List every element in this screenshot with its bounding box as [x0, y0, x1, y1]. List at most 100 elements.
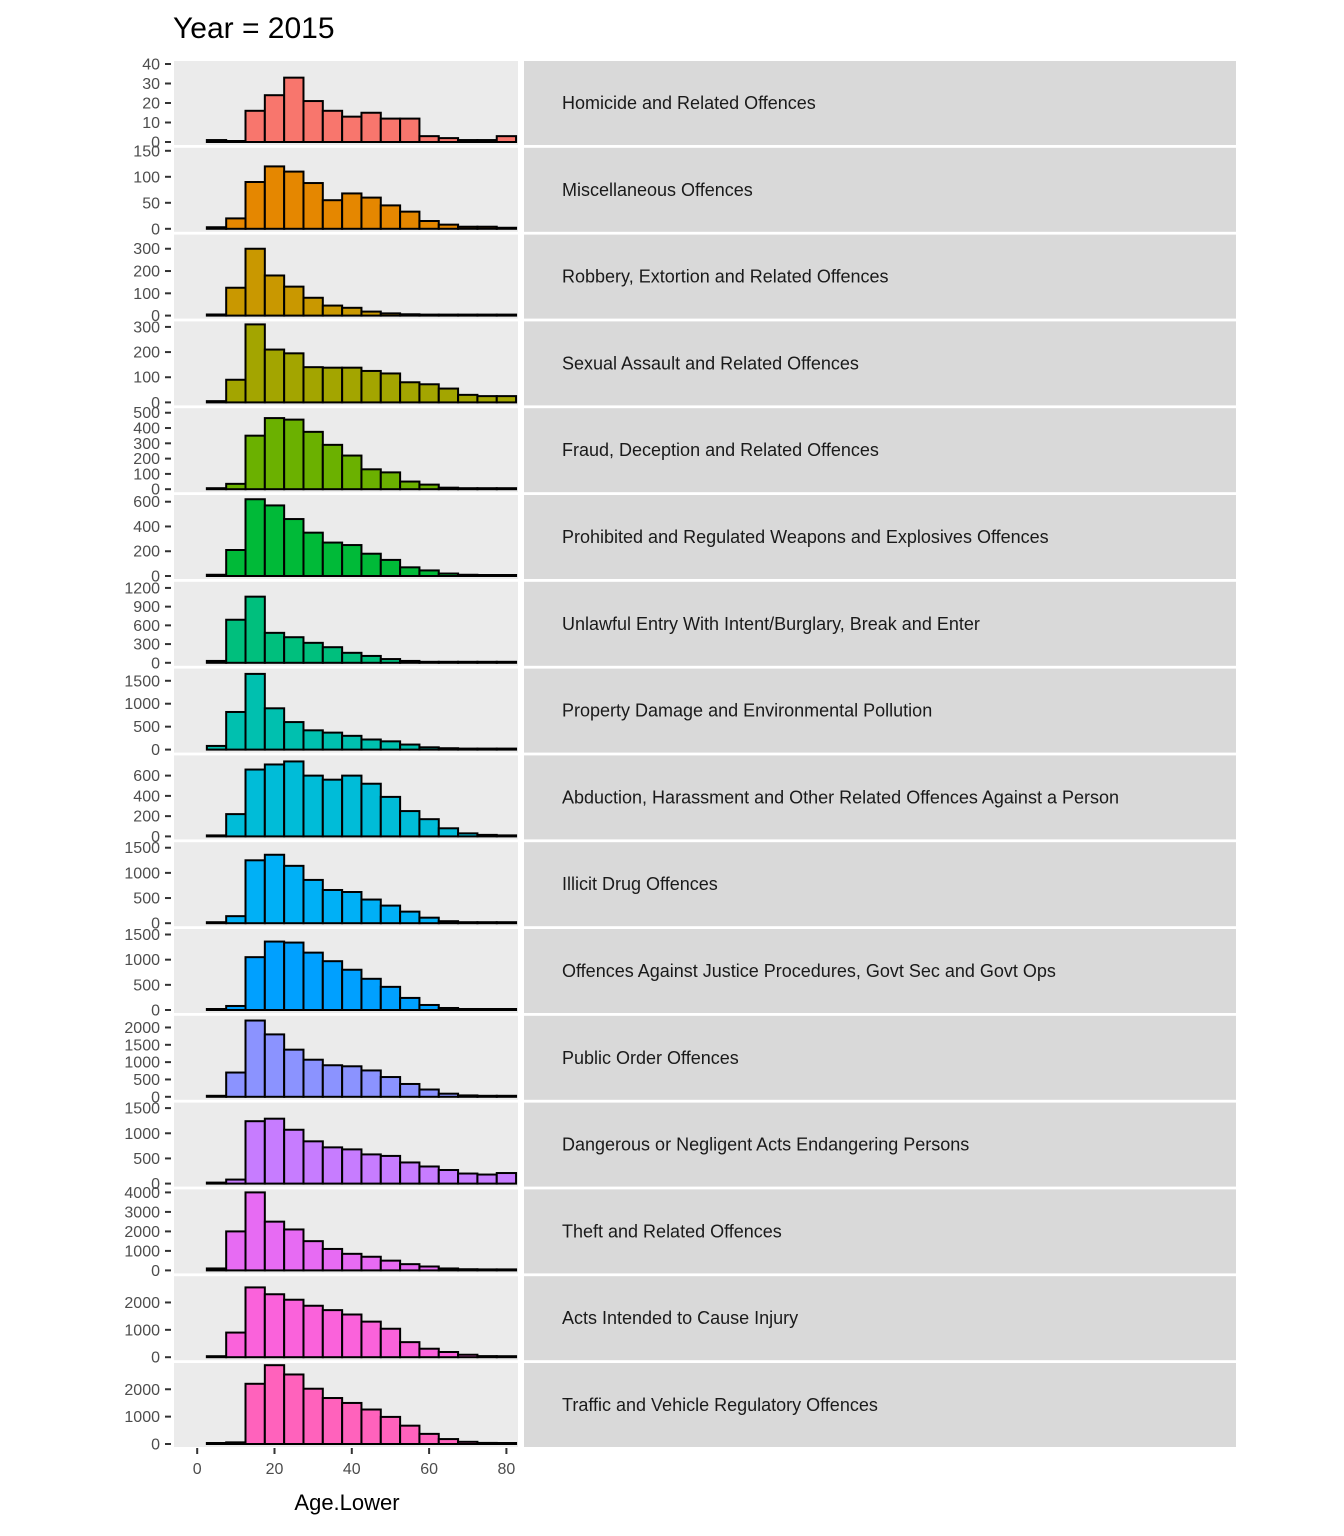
histogram-bar: [360, 310, 382, 317]
x-tick-label: 40: [343, 1461, 361, 1478]
histogram-bar: [321, 1397, 344, 1445]
histogram-bar: [205, 313, 228, 317]
y-tick-label: 500: [133, 405, 160, 422]
histogram-bar: [457, 660, 479, 664]
histogram-bar: [418, 383, 440, 404]
histogram-bar: [225, 1004, 247, 1011]
y-tick-label: 3000: [124, 1204, 160, 1221]
histogram-bar: [341, 774, 363, 838]
histogram-bar: [379, 204, 402, 230]
y-tick-label: 1000: [124, 1126, 160, 1143]
y-tick-label: 0: [151, 1437, 160, 1454]
histogram-bar: [495, 1442, 518, 1445]
histogram-bar: [399, 810, 421, 838]
facet-strip: [524, 842, 1236, 927]
x-axis: 0 20 40 60 80: [193, 1448, 515, 1478]
y-tick-label: 300: [133, 319, 160, 336]
histogram-bar: [360, 782, 382, 838]
y-tick-label: 500: [133, 1072, 160, 1089]
histogram-bar: [283, 170, 305, 230]
histogram-bar: [302, 878, 324, 925]
histogram-bar: [457, 139, 479, 144]
histogram-bar: [399, 659, 421, 664]
x-tick-label: 20: [266, 1461, 284, 1478]
histogram-bar: [205, 226, 228, 230]
facet-strip-label: Traffic and Vehicle Regulatory Offences: [562, 1395, 878, 1415]
histogram-bar: [225, 549, 247, 577]
histogram-bar: [205, 1094, 228, 1098]
y-tick-label: 0: [151, 308, 160, 325]
histogram-bar: [244, 859, 266, 925]
y-tick-label: 500: [133, 891, 160, 908]
histogram-bar: [476, 395, 498, 404]
histogram-bar: [399, 996, 421, 1012]
histogram-bar: [302, 100, 324, 144]
histogram-bar: [283, 1228, 305, 1272]
histogram-bar: [399, 743, 421, 751]
histogram-bar: [476, 1173, 498, 1185]
histogram-bar: [418, 916, 440, 925]
y-tick-label: 150: [133, 143, 160, 160]
histogram-bar: [379, 1154, 402, 1185]
facet-panel: Robbery, Extortion and Related Offences 0…: [133, 234, 1236, 325]
y-tick-label: 600: [133, 494, 160, 511]
histogram-bar: [302, 366, 324, 404]
histogram-bar: [302, 1058, 324, 1098]
y-tick-label: 0: [151, 569, 160, 586]
histogram-bar: [495, 1094, 518, 1098]
y-tick-label: 0: [151, 135, 160, 152]
facet-panel: Unlawful Entry With Intent/Burglary, Bre…: [124, 580, 1236, 672]
histogram-bar: [360, 111, 382, 143]
facet-panel: Illicit Drug Offences 0 500 1000 1500: [124, 840, 1236, 933]
y-tick-label: 1500: [124, 673, 160, 690]
histogram-bar: [437, 1438, 460, 1446]
histogram-bar: [225, 217, 247, 230]
histogram-bar: [457, 1007, 479, 1011]
histogram-bar: [379, 372, 402, 404]
histogram-bar: [418, 1003, 440, 1011]
y-tick-label: 4000: [124, 1185, 160, 1202]
histogram-bar: [302, 182, 324, 230]
histogram-bar: [263, 763, 286, 838]
histogram-bar: [341, 1401, 363, 1446]
y-tick-label: 1000: [124, 1055, 160, 1072]
histogram-bar: [457, 1172, 479, 1185]
facet-strip: [524, 234, 1236, 319]
histogram-bar: [437, 387, 460, 404]
histogram-bar: [399, 117, 421, 143]
histogram-bar: [476, 747, 498, 751]
histogram-bar: [495, 834, 518, 838]
histogram-bar: [476, 313, 498, 317]
histogram-bar: [418, 220, 440, 230]
histogram-bar: [360, 738, 382, 751]
histogram-bar: [457, 573, 479, 577]
histogram-bar: [244, 181, 266, 230]
histogram-bar: [283, 285, 305, 317]
histogram-bar: [321, 304, 344, 317]
histogram-bar: [263, 165, 286, 230]
histogram-bar: [437, 1092, 460, 1098]
histogram-bar: [321, 1309, 344, 1359]
y-tick-label: 50: [142, 195, 160, 212]
histogram-bar: [341, 734, 363, 751]
facet-panel: Dangerous or Negligent Acts Endangering …: [124, 1101, 1236, 1193]
y-tick-label: 10: [142, 115, 160, 132]
y-tick-label: 1000: [124, 952, 160, 969]
histogram-bar: [263, 417, 286, 491]
histogram-bar: [379, 740, 402, 751]
histogram-bar: [283, 760, 305, 838]
y-tick-label: 1200: [124, 580, 160, 597]
y-tick-label: 1000: [124, 1409, 160, 1426]
histogram-bar: [244, 247, 266, 317]
y-tick-label: 0: [151, 1089, 160, 1106]
chart-title: Year = 2015: [173, 12, 335, 45]
histogram-bar: [476, 1094, 498, 1098]
histogram-bar: [360, 654, 382, 664]
y-tick-label: 0: [151, 655, 160, 672]
histogram-bar: [495, 1268, 518, 1272]
histogram-bar: [379, 1076, 402, 1098]
histogram-bar: [263, 707, 286, 751]
histogram-bar: [379, 558, 402, 578]
histogram-bar: [283, 1128, 305, 1185]
histogram-bar: [418, 1165, 440, 1185]
